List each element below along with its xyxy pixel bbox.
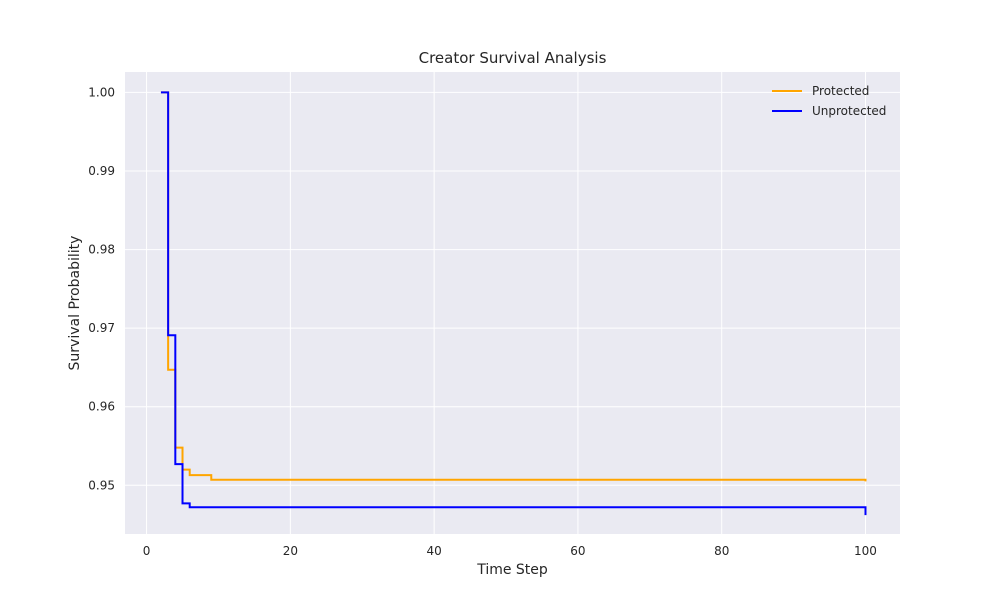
series-layer [160,91,867,516]
y-axis-ticks: 0.95 0.96 0.97 0.98 0.99 1.00 [88,85,115,492]
y-tick-label: 0.98 [88,243,115,257]
x-tick-label: 60 [570,544,585,558]
grid [125,72,900,534]
x-tick-label: 20 [283,544,298,558]
plot-area [125,72,900,534]
legend-label: Unprotected [812,104,886,118]
y-tick-label: 0.99 [88,164,115,178]
y-tick-label: 0.96 [88,400,115,414]
y-tick-label: 0.97 [88,321,115,335]
y-axis-label: Survival Probability [67,236,83,371]
x-axis-label: Time Step [476,562,548,578]
x-tick-label: 0 [143,544,151,558]
x-axis-ticks: 0 20 40 60 80 100 [143,544,877,558]
legend-label: Protected [812,84,869,98]
series-line-unprotected [160,91,867,516]
y-tick-label: 0.95 [88,478,115,492]
x-tick-label: 80 [714,544,729,558]
chart-title: Creator Survival Analysis [419,49,607,67]
x-tick-label: 100 [854,544,877,558]
y-tick-label: 1.00 [88,85,115,99]
legend: Protected Unprotected [772,84,886,118]
x-tick-label: 40 [426,544,441,558]
